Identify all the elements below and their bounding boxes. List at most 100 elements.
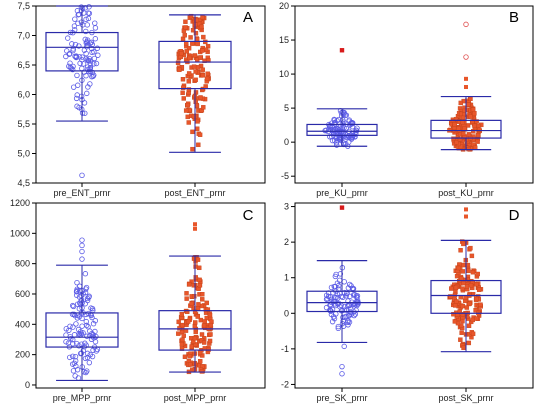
data-point bbox=[188, 35, 193, 40]
data-point bbox=[335, 325, 341, 332]
data-point bbox=[195, 41, 200, 47]
data-point bbox=[458, 144, 464, 149]
y-tick-label: 6,5 bbox=[17, 60, 30, 70]
series-pre_ENT_prnr bbox=[45, 4, 119, 179]
y-tick-label: 1000 bbox=[10, 228, 30, 238]
data-point bbox=[199, 24, 204, 30]
data-point bbox=[186, 71, 192, 76]
data-point bbox=[460, 318, 465, 324]
y-tick-label: 15 bbox=[279, 35, 289, 45]
plot-frame bbox=[35, 202, 266, 389]
data-point bbox=[182, 33, 187, 38]
data-point bbox=[190, 146, 195, 152]
data-point bbox=[176, 331, 181, 336]
data-point bbox=[341, 279, 347, 285]
data-point bbox=[183, 19, 188, 24]
data-point bbox=[327, 294, 333, 300]
data-point bbox=[199, 369, 205, 374]
data-point bbox=[201, 105, 206, 110]
data-point bbox=[458, 100, 463, 106]
data-point bbox=[458, 248, 463, 253]
data-point bbox=[63, 326, 69, 332]
data-point bbox=[350, 285, 356, 291]
data-point bbox=[82, 271, 89, 277]
data-point bbox=[332, 284, 338, 290]
data-point bbox=[345, 322, 351, 328]
data-point bbox=[200, 73, 206, 78]
y-tick-label: 3 bbox=[284, 202, 289, 212]
y-tick-label: 400 bbox=[15, 319, 30, 329]
data-point bbox=[189, 279, 194, 284]
panel-d: -2 -1 0 1 2 3 pre_SK_prnr post_SK_prnr D bbox=[281, 202, 534, 403]
data-point bbox=[93, 60, 100, 67]
data-point bbox=[461, 241, 466, 247]
data-point bbox=[84, 90, 90, 97]
data-point bbox=[84, 43, 90, 50]
data-point bbox=[460, 311, 466, 317]
data-point bbox=[190, 41, 195, 46]
data-point bbox=[193, 275, 198, 280]
data-point bbox=[91, 335, 97, 341]
data-point bbox=[343, 293, 349, 299]
data-point bbox=[346, 319, 353, 325]
data-point bbox=[469, 253, 475, 259]
data-point bbox=[340, 314, 346, 321]
outlier-point bbox=[79, 172, 85, 179]
data-point bbox=[190, 129, 195, 135]
data-point bbox=[207, 338, 213, 344]
data-point bbox=[176, 319, 181, 325]
data-point bbox=[76, 11, 82, 18]
data-point bbox=[180, 322, 185, 328]
data-point bbox=[72, 353, 79, 360]
panel-letter: B bbox=[509, 9, 519, 26]
y-tick-label: 0 bbox=[284, 137, 289, 147]
data-point bbox=[194, 126, 200, 131]
data-point bbox=[205, 71, 210, 76]
data-point bbox=[72, 373, 78, 379]
data-point bbox=[186, 87, 192, 92]
data-point bbox=[186, 120, 191, 125]
data-point bbox=[464, 284, 470, 289]
x-category-label: pre_ENT_prnr bbox=[53, 188, 110, 198]
data-point bbox=[456, 126, 461, 131]
data-point bbox=[75, 326, 82, 333]
series-pre_MPP_prnr bbox=[45, 237, 119, 382]
data-point bbox=[82, 301, 88, 307]
data-point bbox=[472, 111, 477, 116]
data-point bbox=[85, 66, 91, 73]
data-point bbox=[90, 321, 97, 327]
data-point bbox=[92, 25, 99, 31]
data-point bbox=[71, 360, 78, 367]
data-point bbox=[461, 262, 466, 268]
data-point bbox=[95, 52, 101, 58]
outlier-point bbox=[79, 237, 85, 243]
y-tick-label: 800 bbox=[15, 259, 30, 269]
data-point bbox=[187, 353, 192, 359]
data-point bbox=[73, 292, 80, 298]
data-point bbox=[335, 116, 342, 123]
data-point bbox=[83, 322, 90, 329]
data-point bbox=[84, 38, 90, 45]
data-point bbox=[67, 50, 73, 57]
data-point bbox=[86, 4, 92, 10]
data-point bbox=[199, 332, 205, 337]
data-point bbox=[470, 317, 475, 323]
data-point bbox=[473, 308, 478, 313]
data-point bbox=[328, 311, 335, 318]
outlier-point bbox=[339, 205, 345, 210]
data-point bbox=[454, 140, 459, 145]
box-iqr bbox=[45, 312, 119, 348]
data-point bbox=[197, 350, 203, 356]
data-point bbox=[195, 314, 200, 319]
data-point bbox=[329, 137, 336, 144]
y-tick-label: 6,0 bbox=[17, 90, 30, 100]
data-point bbox=[459, 276, 464, 281]
data-point bbox=[468, 114, 473, 119]
data-point bbox=[453, 116, 459, 122]
data-point bbox=[194, 37, 200, 42]
data-point bbox=[70, 353, 76, 359]
data-point bbox=[340, 294, 346, 301]
data-point bbox=[179, 341, 185, 347]
data-point bbox=[204, 300, 209, 306]
x-category-label: post_MPP_prnr bbox=[164, 393, 227, 403]
